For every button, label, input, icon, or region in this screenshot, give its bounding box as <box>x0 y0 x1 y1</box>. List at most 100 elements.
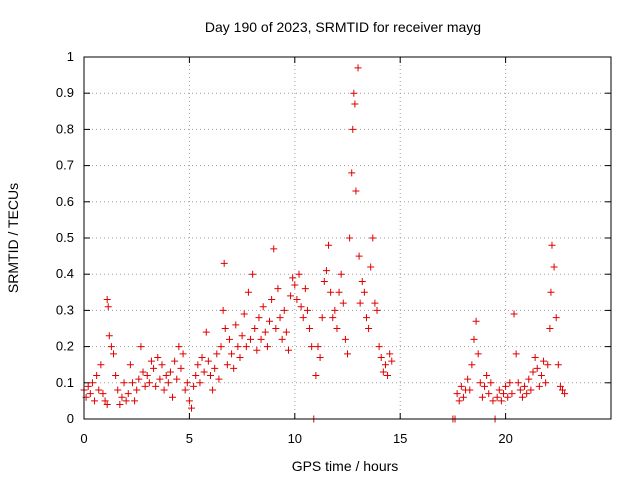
data-point <box>377 353 385 361</box>
grid-lines <box>84 57 611 419</box>
data-point <box>559 386 567 394</box>
data-point <box>116 401 124 409</box>
data-point <box>251 325 259 332</box>
data-point <box>175 343 183 351</box>
data-point <box>552 314 560 322</box>
data-point <box>220 259 228 267</box>
data-point <box>318 314 326 322</box>
data-point <box>196 379 204 387</box>
data-point <box>510 310 518 318</box>
data-point <box>244 288 252 296</box>
data-point <box>455 397 463 405</box>
y-tick-label: 0.3 <box>56 302 74 317</box>
data-point <box>291 281 299 289</box>
data-point <box>192 372 200 380</box>
data-point <box>249 270 257 278</box>
data-point <box>266 317 274 325</box>
data-point <box>523 390 531 398</box>
data-point <box>320 277 328 285</box>
data-point <box>470 335 478 343</box>
data-point <box>118 393 126 401</box>
data-point <box>276 314 284 322</box>
data-point <box>355 252 363 260</box>
data-point <box>103 296 111 304</box>
data-point <box>464 375 472 383</box>
y-tick-label: 0.5 <box>56 230 74 245</box>
data-point <box>375 343 383 351</box>
data-point <box>554 361 562 369</box>
data-point <box>516 386 524 394</box>
data-point <box>145 379 153 387</box>
data-point <box>314 343 322 351</box>
data-point <box>287 292 295 300</box>
data-point <box>468 361 476 369</box>
data-point <box>232 321 240 329</box>
data-point <box>556 382 564 390</box>
data-point <box>453 390 461 398</box>
data-point <box>240 310 248 318</box>
data-point <box>459 393 467 401</box>
data-point <box>371 299 379 307</box>
plot-frame <box>83 56 612 420</box>
data-point <box>104 303 112 311</box>
data-point <box>215 375 223 383</box>
data-point <box>112 372 120 380</box>
data-point <box>135 375 143 383</box>
data-point <box>242 343 250 351</box>
data-point <box>360 288 368 296</box>
data-point <box>99 390 107 398</box>
data-point <box>166 368 174 376</box>
data-point <box>351 100 359 108</box>
data-point <box>169 393 177 401</box>
data-point <box>86 390 94 398</box>
data-point <box>133 386 141 394</box>
data-point <box>301 285 309 293</box>
data-point <box>531 353 539 361</box>
data-point <box>341 335 349 343</box>
data-point <box>379 368 387 376</box>
data-point <box>97 361 105 369</box>
data-point <box>198 353 206 361</box>
data-point <box>518 393 526 401</box>
data-point <box>295 270 303 278</box>
data-point <box>282 328 290 336</box>
data-point <box>485 390 493 398</box>
data-points <box>80 64 569 423</box>
data-point <box>352 187 360 195</box>
data-point <box>533 364 541 372</box>
data-point <box>181 386 189 394</box>
data-point <box>139 368 147 376</box>
data-point <box>327 288 335 296</box>
data-point <box>457 382 465 390</box>
data-point <box>88 379 96 387</box>
data-point <box>268 296 276 304</box>
y-tick-label: 0.2 <box>56 339 74 354</box>
data-point <box>272 325 280 332</box>
data-point <box>274 285 282 293</box>
data-point <box>128 379 136 387</box>
data-point <box>547 288 555 296</box>
data-point <box>284 346 292 354</box>
data-point <box>521 382 529 390</box>
data-point <box>158 361 166 369</box>
data-point <box>474 350 482 358</box>
data-point <box>95 386 103 394</box>
data-point <box>173 375 181 383</box>
data-point <box>141 382 149 390</box>
data-point <box>202 328 210 336</box>
data-point <box>217 343 225 351</box>
data-point <box>206 372 214 380</box>
data-point <box>261 328 269 336</box>
data-point <box>126 361 134 369</box>
data-point <box>114 386 122 394</box>
x-tick-label: 10 <box>288 431 302 446</box>
data-point <box>339 299 347 307</box>
data-point <box>331 306 339 314</box>
x-tick-label: 20 <box>498 431 512 446</box>
y-tick-label: 0.9 <box>56 85 74 100</box>
data-point <box>213 350 221 358</box>
data-point <box>381 361 389 369</box>
data-point <box>91 397 99 405</box>
data-point <box>550 263 558 271</box>
data-point <box>259 303 267 311</box>
